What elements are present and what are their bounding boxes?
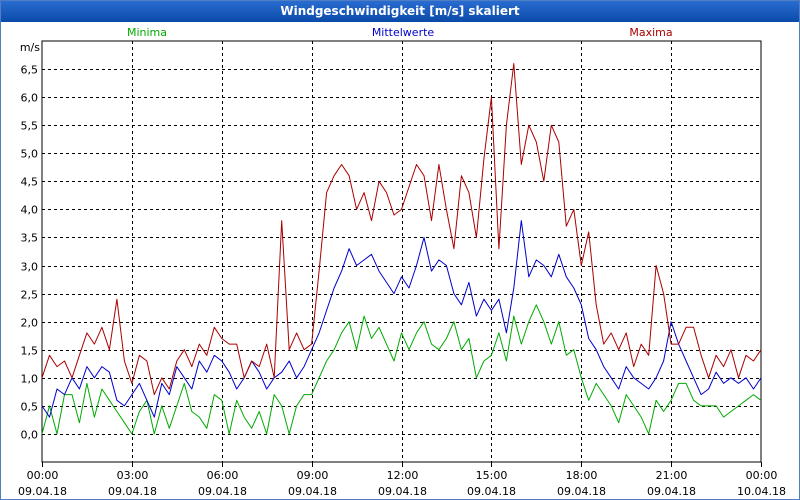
x-tick-date-label: 09.04.18 xyxy=(557,485,606,498)
y-tick-label: 2,5 xyxy=(21,289,39,302)
y-axis-unit-label: m/s xyxy=(20,41,40,54)
y-tick-label: 0,0 xyxy=(21,429,39,442)
series-line-mittelwerte xyxy=(41,220,762,418)
x-tick-date-label: 09.04.18 xyxy=(198,485,247,498)
legend-entry-mittelwerte: Mittelwerte xyxy=(372,26,435,39)
y-tick-label: 1,0 xyxy=(21,373,39,386)
x-tick-time-label: 00:00 xyxy=(27,469,59,482)
series-line-maxima xyxy=(41,63,762,396)
x-tick-date-label: 09.04.18 xyxy=(288,485,337,498)
chart-area: 0,0 0,5 1,0 1,5 2,0 2,5 3,0 3,5 4,0 4,5 5,0 5,5 6,0 6… xyxy=(18,26,786,498)
x-tick-date-label: 09.04.18 xyxy=(378,485,427,498)
x-tick-time-label: 03:00 xyxy=(117,469,149,482)
y-tick-label: 3,5 xyxy=(21,232,39,245)
y-tick-label: 4,5 xyxy=(21,176,39,189)
legend-entry-maxima: Maxima xyxy=(629,26,672,39)
y-tick-label: 3,0 xyxy=(21,261,39,274)
x-tick-date-label: 09.04.18 xyxy=(18,485,67,498)
y-tick-label: 1,5 xyxy=(21,345,39,358)
series-line-minima xyxy=(41,304,762,435)
x-tick-date-label: 10.04.18 xyxy=(737,485,786,498)
y-tick-label: 0,5 xyxy=(21,401,39,414)
x-tick-time-label: 06:00 xyxy=(207,469,239,482)
y-tick-label: 5,5 xyxy=(21,120,39,133)
x-tick-time-label: 12:00 xyxy=(387,469,419,482)
y-tick-label: 4,0 xyxy=(21,204,39,217)
window-title: Windgeschwindigkeit [m/s] skaliert xyxy=(1,1,799,22)
x-tick-date-label: 09.04.18 xyxy=(647,485,696,498)
x-tick-date-label: 09.04.18 xyxy=(467,485,516,498)
x-tick-date-label: 09.04.18 xyxy=(108,485,157,498)
x-tick-time-label: 00:00 xyxy=(746,469,778,482)
x-tick-time-label: 21:00 xyxy=(656,469,688,482)
y-tick-label: 5,0 xyxy=(21,148,39,161)
plot-frame xyxy=(41,40,762,463)
y-tick-label: 6,5 xyxy=(21,64,39,77)
x-tick-time-label: 18:00 xyxy=(566,469,598,482)
legend-entry-minima: Minima xyxy=(127,26,167,39)
y-tick-label: 6,0 xyxy=(21,92,39,105)
y-tick-label: 2,0 xyxy=(21,317,39,330)
x-tick-time-label: 09:00 xyxy=(297,469,329,482)
x-tick-time-label: 15:00 xyxy=(476,469,508,482)
